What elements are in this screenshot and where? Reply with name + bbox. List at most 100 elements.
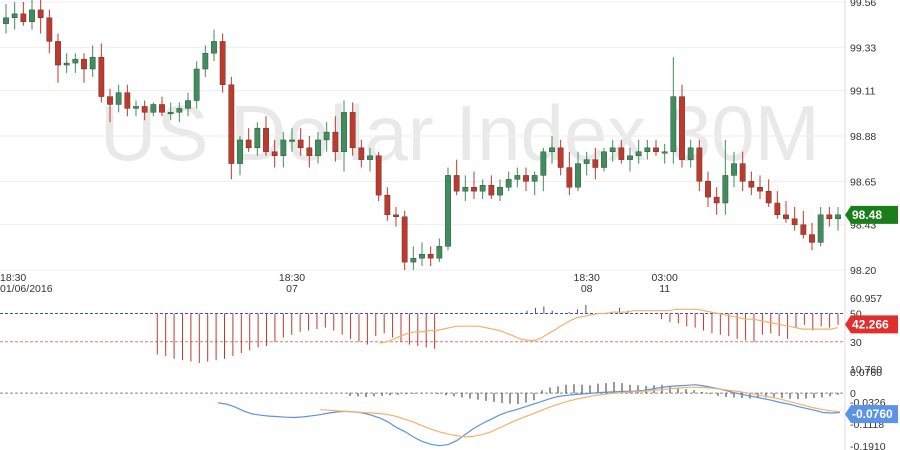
candle-body — [219, 41, 226, 85]
candle-82 — [713, 187, 720, 215]
candle-body — [592, 159, 599, 168]
candle-body — [332, 131, 339, 152]
candle-17 — [150, 102, 157, 117]
candle-39 — [341, 100, 347, 172]
candle-13 — [115, 84, 122, 113]
candle-body — [410, 257, 417, 263]
candle-91 — [791, 206, 798, 231]
candle-37 — [323, 122, 330, 152]
candle-56 — [488, 175, 495, 200]
candle-body — [20, 13, 27, 22]
candle-body — [566, 167, 573, 188]
candle-body — [141, 106, 148, 113]
candle-7 — [63, 53, 70, 73]
osc2-signal-line — [320, 386, 841, 438]
candle-64 — [557, 139, 564, 176]
candle-body — [445, 175, 451, 247]
candle-body — [167, 112, 174, 115]
candle-body — [800, 224, 807, 235]
x-date-label-0: 01/06/2016 — [0, 283, 53, 295]
candle-72 — [627, 147, 633, 172]
candle-body — [583, 159, 590, 164]
candle-body — [601, 151, 607, 168]
candle-4 — [37, 0, 44, 34]
candle-body — [531, 175, 538, 182]
candle-body — [731, 163, 737, 176]
candle-26 — [228, 76, 235, 180]
candle-body — [462, 187, 469, 192]
osc1-signal-line — [379, 308, 839, 344]
candle-85 — [739, 151, 746, 192]
candle-body — [575, 163, 581, 188]
candle-45 — [393, 206, 399, 227]
candle-70 — [609, 139, 616, 162]
candle-40 — [349, 102, 356, 156]
candle-body — [315, 139, 321, 156]
candle-6 — [55, 33, 61, 83]
x-date-label-3: 11 — [659, 283, 670, 295]
candle-60 — [523, 167, 529, 192]
candle-73 — [635, 139, 642, 164]
x-date-label-2: 08 — [581, 283, 593, 295]
candle-83 — [722, 139, 729, 215]
candle-1 — [11, 2, 18, 30]
candle-body — [37, 9, 44, 18]
candle-body — [791, 218, 798, 225]
candle-body — [783, 214, 789, 219]
candle-74 — [644, 139, 651, 160]
candle-body — [98, 56, 105, 97]
candle-9 — [81, 53, 87, 83]
candle-body — [323, 131, 330, 141]
candle-body — [739, 163, 746, 182]
last-price-badge-text: 98.48 — [852, 208, 882, 222]
candle-body — [479, 185, 486, 192]
candle-body — [679, 96, 685, 160]
candle-body — [765, 190, 772, 204]
candle-43 — [375, 151, 382, 202]
candle-46 — [401, 210, 408, 270]
candle-44 — [384, 187, 391, 221]
candle-15 — [133, 100, 139, 117]
candle-body — [228, 84, 235, 164]
candle-34 — [297, 128, 304, 156]
candle-body — [817, 214, 824, 243]
candle-0 — [3, 3, 9, 34]
candle-body — [514, 175, 521, 180]
candle-body — [644, 147, 651, 152]
candle-77 — [670, 57, 677, 164]
y-axis-labels: 99.5699.3399.1198.8898.6598.4398.2060.95… — [850, 0, 886, 450]
candle-body — [11, 13, 18, 18]
candle-62 — [540, 147, 547, 192]
candle-81 — [705, 171, 711, 207]
candle-86 — [748, 171, 755, 196]
candle-body — [46, 17, 53, 42]
candle-35 — [306, 136, 313, 168]
osc1-last-badge — [845, 315, 898, 334]
osc2-last-badge — [845, 405, 898, 424]
candle-body — [193, 68, 200, 101]
candle-body — [211, 41, 217, 54]
candle-body — [72, 58, 79, 64]
candle-76 — [661, 143, 668, 164]
candle-body — [557, 147, 564, 168]
candle-20 — [176, 102, 183, 123]
candle-96 — [835, 206, 841, 231]
candle-body — [419, 254, 425, 259]
candle-69 — [601, 147, 607, 172]
candle-body — [757, 187, 763, 192]
oscillator-2-pane — [0, 381, 845, 447]
price-tick-label-2: 99.11 — [850, 86, 876, 98]
x-time-label-2: 18:30 — [574, 272, 600, 284]
candle-84 — [731, 151, 737, 188]
osc1-last-badge-text: 42.266 — [852, 317, 889, 331]
candle-body — [401, 216, 408, 263]
price-tick-label-1: 99.33 — [850, 42, 876, 54]
candle-14 — [124, 84, 131, 117]
candle-79 — [687, 139, 694, 168]
price-tick-label-6: 98.20 — [850, 265, 876, 277]
osc1-tick-label-3: 10.760 — [850, 364, 882, 376]
candle-body — [635, 151, 642, 156]
candle-body — [835, 214, 841, 219]
candle-19 — [167, 102, 174, 121]
